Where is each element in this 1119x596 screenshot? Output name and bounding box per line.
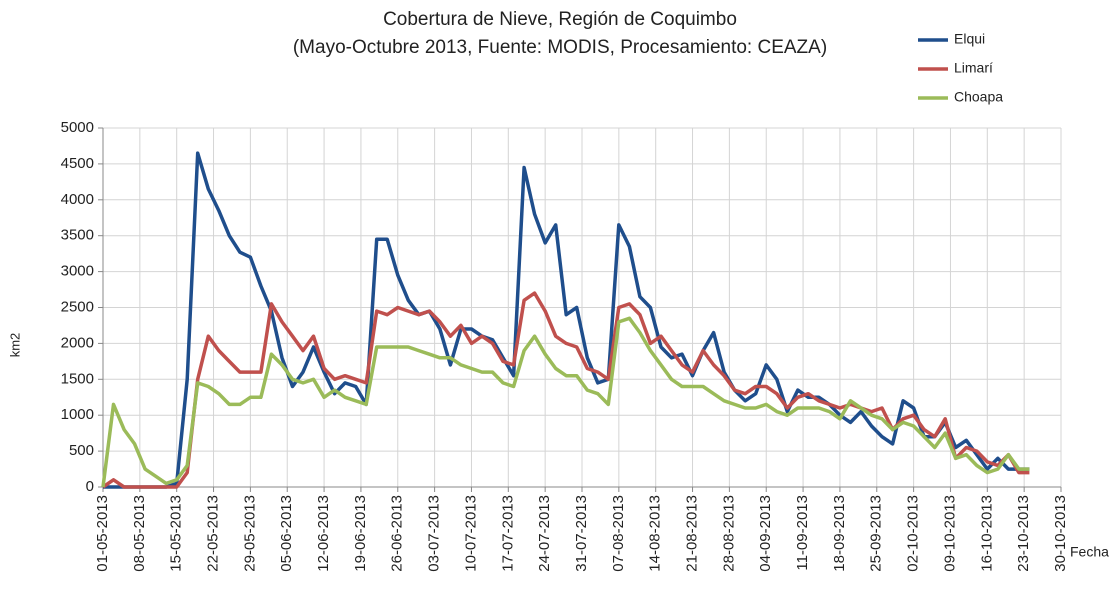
y-tick-label: 500 <box>69 442 94 459</box>
x-tick-label: 19-06-2013 <box>352 495 369 572</box>
y-tick-label: 4000 <box>61 191 94 208</box>
y-tick-label: 0 <box>86 478 94 495</box>
x-tick-label: 28-08-2013 <box>720 495 737 572</box>
x-tick-label: 29-05-2013 <box>241 495 258 572</box>
y-axis-label: km2 <box>7 333 22 358</box>
x-tick-label: 12-06-2013 <box>315 495 332 572</box>
x-tick-label: 10-07-2013 <box>462 495 479 572</box>
y-tick-label: 5000 <box>61 119 94 136</box>
x-tick-label: 03-07-2013 <box>426 495 443 572</box>
x-tick-label: 09-10-2013 <box>941 495 958 572</box>
x-tick-label: 21-08-2013 <box>684 495 701 572</box>
x-tick-label: 17-07-2013 <box>499 495 516 572</box>
legend-label: Choapa <box>954 89 1003 105</box>
x-tick-label: 31-07-2013 <box>573 495 590 572</box>
y-tick-label: 2500 <box>61 298 94 315</box>
x-tick-label: 24-07-2013 <box>536 495 553 572</box>
series-line <box>101 316 1030 488</box>
x-tick-label: 22-05-2013 <box>205 495 222 572</box>
y-tick-label: 2000 <box>61 334 94 351</box>
x-tick-label: 26-06-2013 <box>389 495 406 572</box>
series-line <box>103 151 1030 489</box>
x-axis-label: Fecha <box>1070 544 1109 560</box>
y-tick-label: 1000 <box>61 406 94 423</box>
x-tick-label: 14-08-2013 <box>647 495 664 572</box>
y-tick-label: 1500 <box>61 370 94 387</box>
x-tick-label: 18-09-2013 <box>831 495 848 572</box>
x-tick-label: 02-10-2013 <box>905 495 922 572</box>
x-tick-label: 23-10-2013 <box>1015 495 1032 572</box>
x-tick-label: 11-09-2013 <box>794 495 811 571</box>
x-tick-label: 04-09-2013 <box>757 495 774 572</box>
x-tick-label: 07-08-2013 <box>610 495 627 572</box>
x-tick-label: 15-05-2013 <box>168 495 185 572</box>
legend-label: Limarí <box>954 60 993 76</box>
x-tick-label: 16-10-2013 <box>978 495 995 572</box>
y-tick-label: 3000 <box>61 263 94 280</box>
chart-title: Cobertura de Nieve, Región de Coquimbo <box>383 9 737 30</box>
legend-label: Elqui <box>954 31 985 47</box>
series-line <box>102 291 1030 489</box>
chart-subtitle: (Mayo-Octubre 2013, Fuente: MODIS, Proce… <box>293 37 827 58</box>
x-tick-label: 30-10-2013 <box>1052 495 1069 572</box>
y-tick-label: 4500 <box>61 155 94 172</box>
y-tick-label: 3500 <box>61 227 94 244</box>
x-tick-label: 05-06-2013 <box>278 495 295 572</box>
x-tick-label: 08-05-2013 <box>131 495 148 572</box>
x-tick-label: 01-05-2013 <box>94 495 111 572</box>
x-tick-label: 25-09-2013 <box>868 495 885 572</box>
